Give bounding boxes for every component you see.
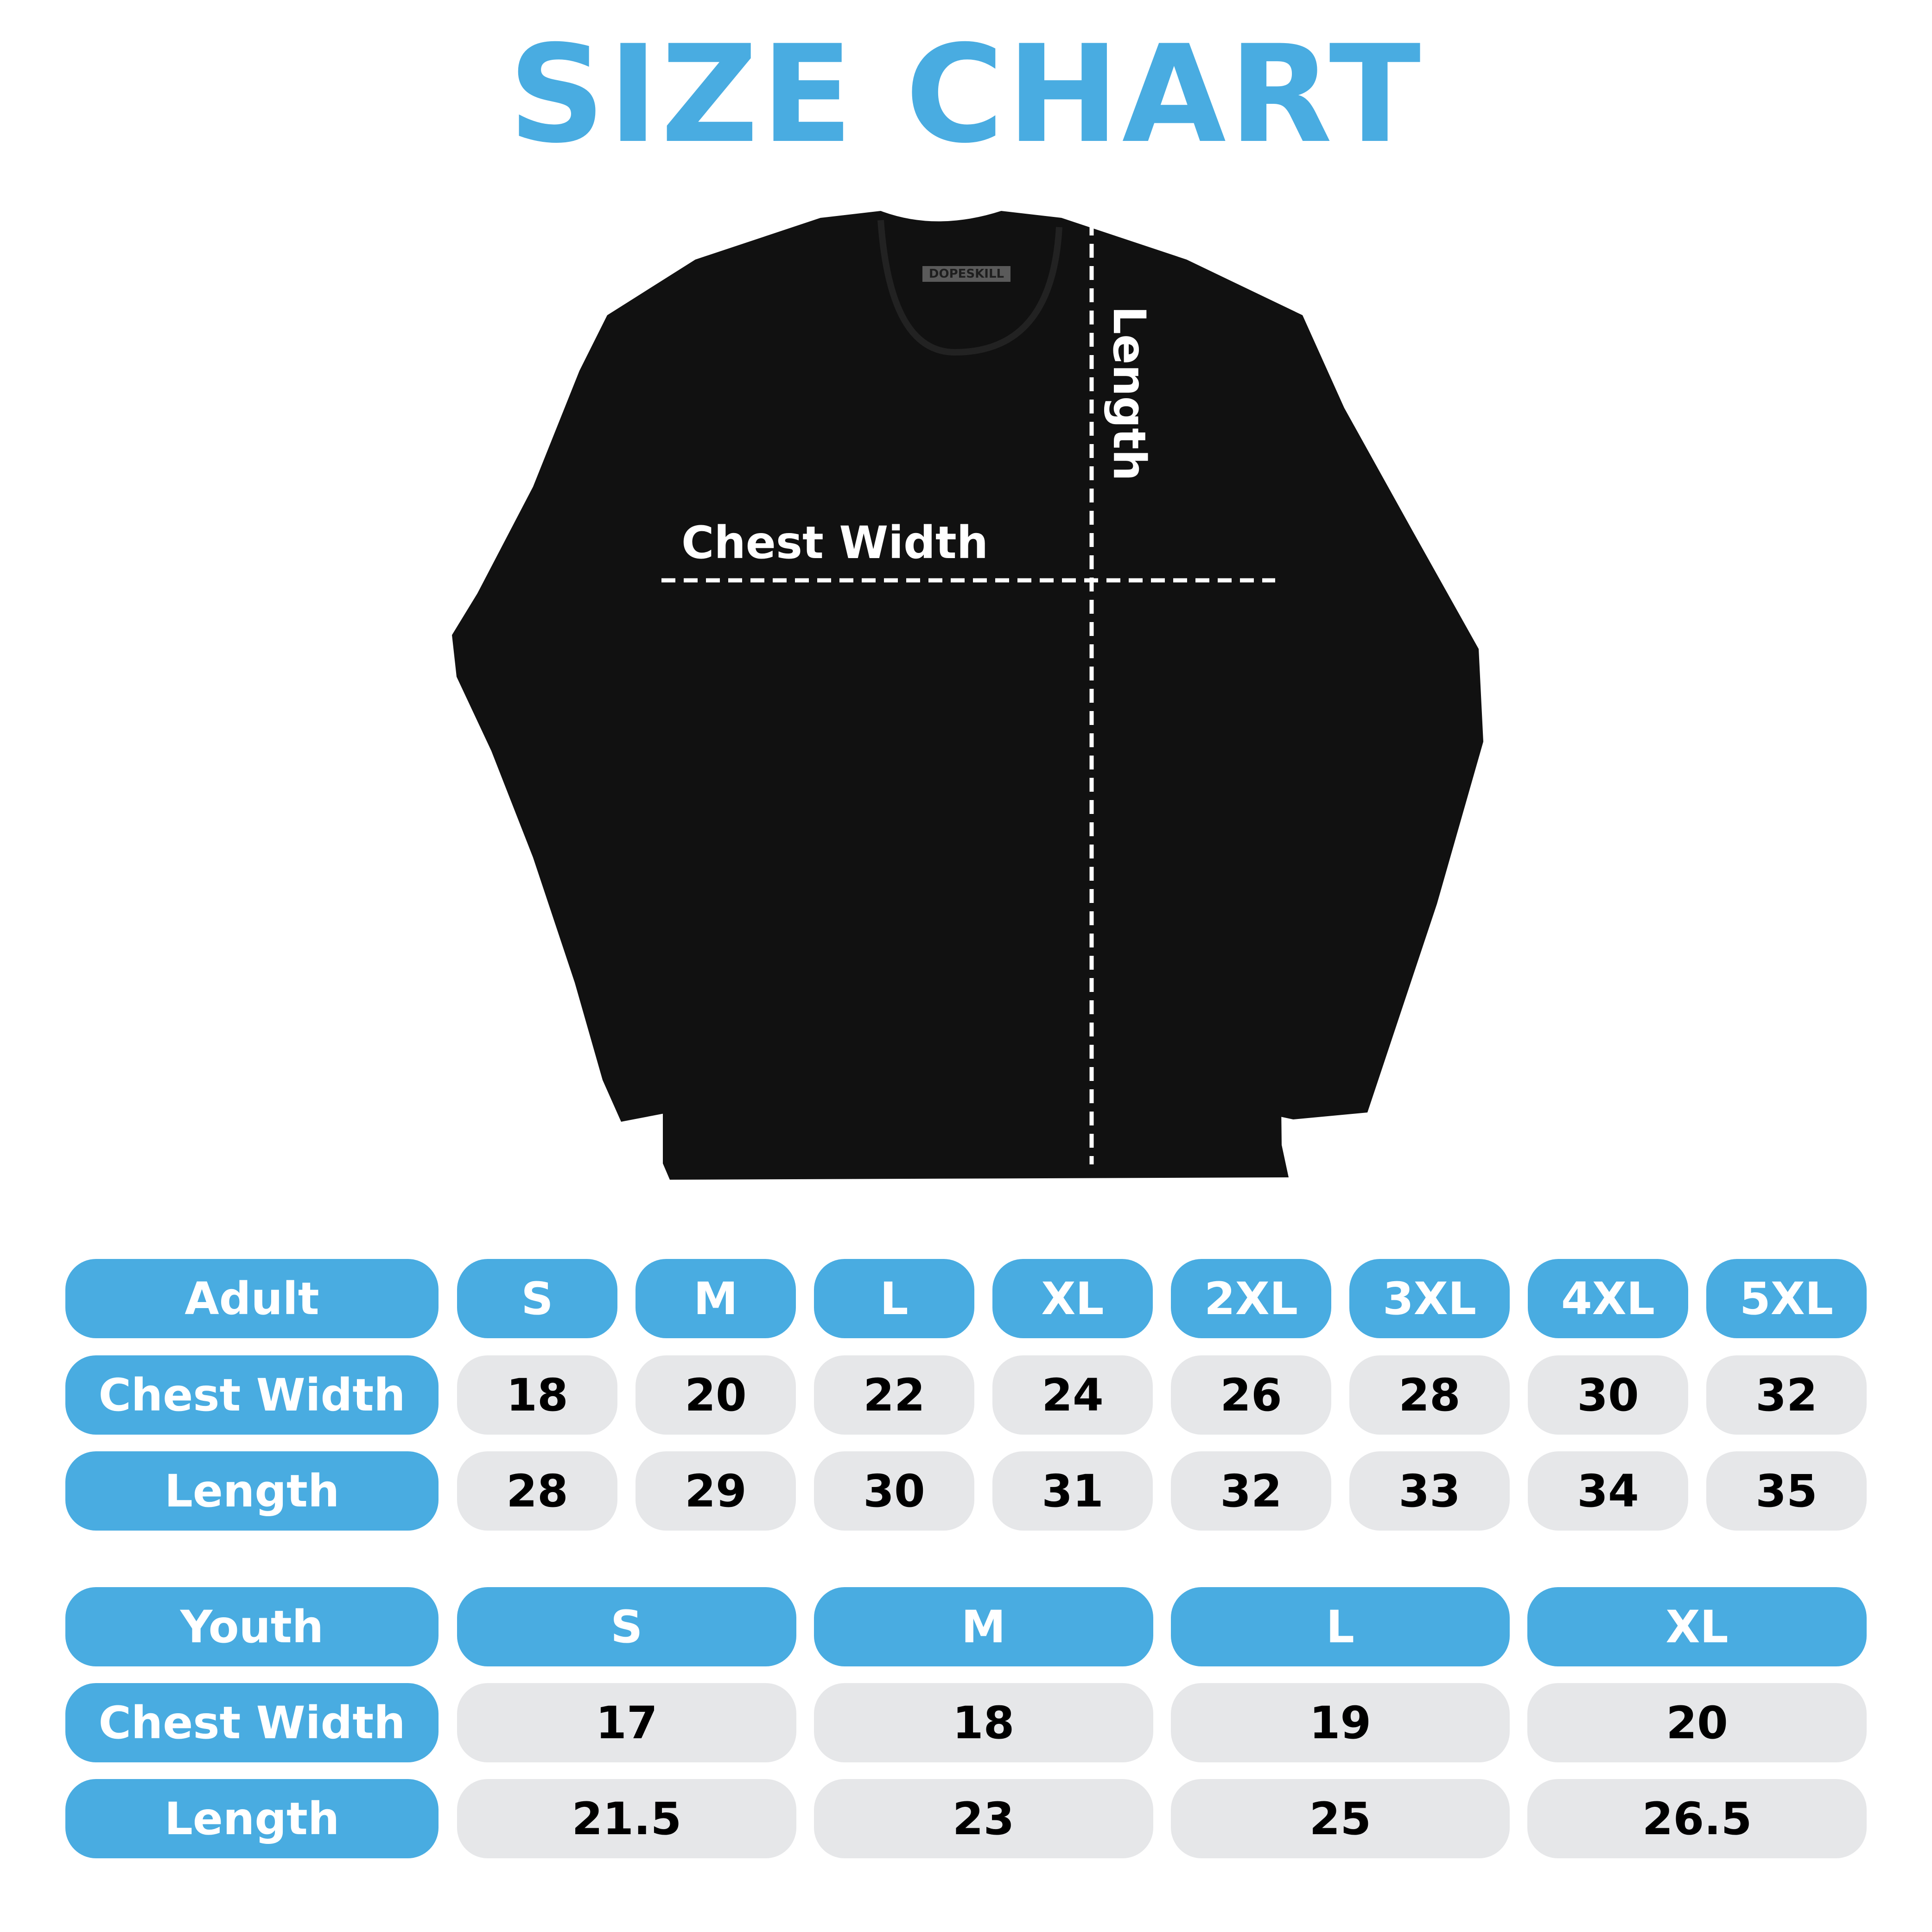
youth-size-value: 25 [1170, 1779, 1510, 1858]
collar [877, 220, 1062, 356]
adult-size-value: 34 [1528, 1451, 1688, 1531]
adult-size-value: 18 [457, 1355, 617, 1435]
adult-size-header: S [457, 1259, 617, 1338]
long-sleeve-shirt-image [452, 211, 1483, 1180]
adult-size-value: 26 [1171, 1355, 1331, 1435]
youth-size-value: 18 [813, 1683, 1153, 1762]
adult-size-value: 28 [1349, 1355, 1510, 1435]
youth-size-value: 26.5 [1527, 1779, 1867, 1858]
adult-size-value: 30 [814, 1451, 974, 1531]
youth-header-label: Youth [65, 1587, 439, 1666]
adult-size-value: 32 [1171, 1451, 1331, 1531]
adult-size-value: 32 [1706, 1355, 1867, 1435]
adult-size-value: 31 [992, 1451, 1153, 1531]
youth-size-value: 19 [1170, 1683, 1510, 1762]
adult-row-label: Length [65, 1451, 439, 1531]
youth-size-value: 21.5 [457, 1779, 796, 1858]
youth-row-label: Length [65, 1779, 439, 1858]
youth-size-header: S [457, 1587, 796, 1666]
adult-size-value: 29 [636, 1451, 796, 1531]
adult-size-value: 28 [457, 1451, 617, 1531]
adult-size-header: 4XL [1528, 1259, 1688, 1338]
page-title: SIZE CHART [508, 17, 1424, 173]
adult-size-header: 5XL [1706, 1259, 1867, 1338]
youth-size-value: 20 [1527, 1683, 1867, 1762]
adult-row-label: Chest Width [65, 1355, 439, 1435]
adult-size-value: 22 [814, 1355, 974, 1435]
length-label: Length [1103, 306, 1155, 481]
chest-width-label: Chest Width [681, 517, 989, 569]
adult-size-value: 30 [1528, 1355, 1688, 1435]
adult-size-header: L [814, 1259, 974, 1338]
youth-size-header: L [1170, 1587, 1510, 1666]
adult-header-label: Adult [65, 1259, 439, 1338]
youth-size-value: 23 [813, 1779, 1153, 1858]
adult-size-header: M [636, 1259, 796, 1338]
youth-size-value: 17 [457, 1683, 796, 1762]
shirt-body [452, 211, 1483, 1180]
youth-size-header: M [813, 1587, 1153, 1666]
adult-size-value: 24 [992, 1355, 1153, 1435]
brand-tag: DOPESKILL [922, 266, 1010, 282]
youth-row-label: Chest Width [65, 1683, 439, 1762]
adult-size-value: 20 [636, 1355, 796, 1435]
adult-size-header: 3XL [1349, 1259, 1510, 1338]
adult-size-value: 35 [1706, 1451, 1867, 1531]
adult-size-header: XL [992, 1259, 1153, 1338]
youth-size-header: XL [1527, 1587, 1867, 1666]
adult-size-header: 2XL [1171, 1259, 1331, 1338]
adult-size-value: 33 [1349, 1451, 1510, 1531]
